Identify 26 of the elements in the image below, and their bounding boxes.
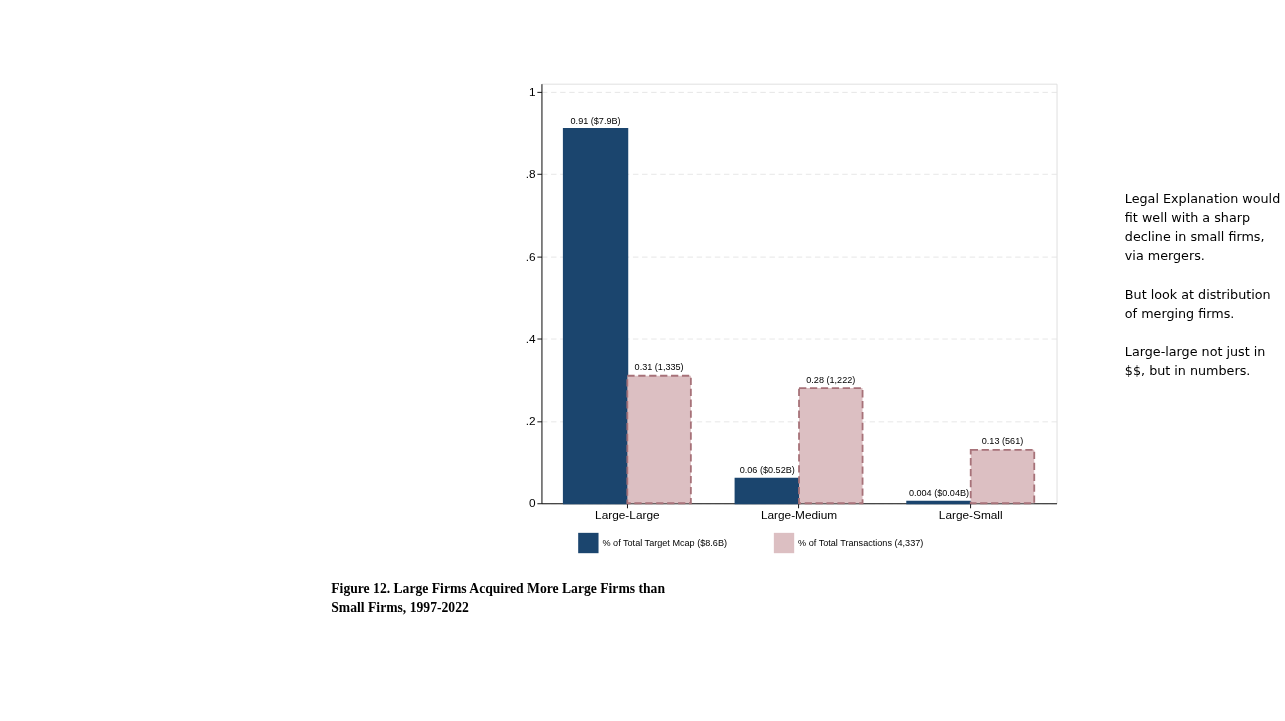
bar [969,448,1036,505]
data-label: 0.004 ($0.04B) [908,488,970,499]
y-tick-label: .4 [525,331,536,346]
data-label: 0.28 (1,222) [806,374,856,385]
text: But look at distribution of merging firms. [1124,286,1271,321]
y-tick-label: .2 [525,414,536,429]
bar [734,477,800,505]
legend-label: % of Total Target Mcap ($8.6B) [602,537,727,548]
bar [626,374,692,505]
x-tick-label: Large-Medium [760,508,838,523]
text: Large-large not just in $$, but in numbers. [1124,343,1266,378]
text: Legal Explanation would fit well with a sharp decline in small firms, via mergers. [1124,190,1281,264]
x-tick-label: Large-Large [595,508,660,523]
y-tick-label: 1 [528,85,536,100]
data-label: 0.91 ($7.9B) [570,115,621,126]
data-label: 0.31 (1,335) [634,362,684,373]
data-label: 0.06 ($0.52B) [739,465,795,476]
y-tick-label: 0 [528,496,536,511]
y-tick-label: .6 [525,249,536,264]
y-tick-label: .8 [525,167,536,182]
bar [562,128,629,505]
legend-label: % of Total Transactions (4,337) [798,537,924,548]
bar [798,387,864,505]
text: Figure 12. Large Firms Acquired More Large Firms than Small Firms, 1997-2022 [331,581,666,615]
x-tick-label: Large-Small [938,508,1003,523]
data-label: 0.13 (561) [981,436,1024,447]
